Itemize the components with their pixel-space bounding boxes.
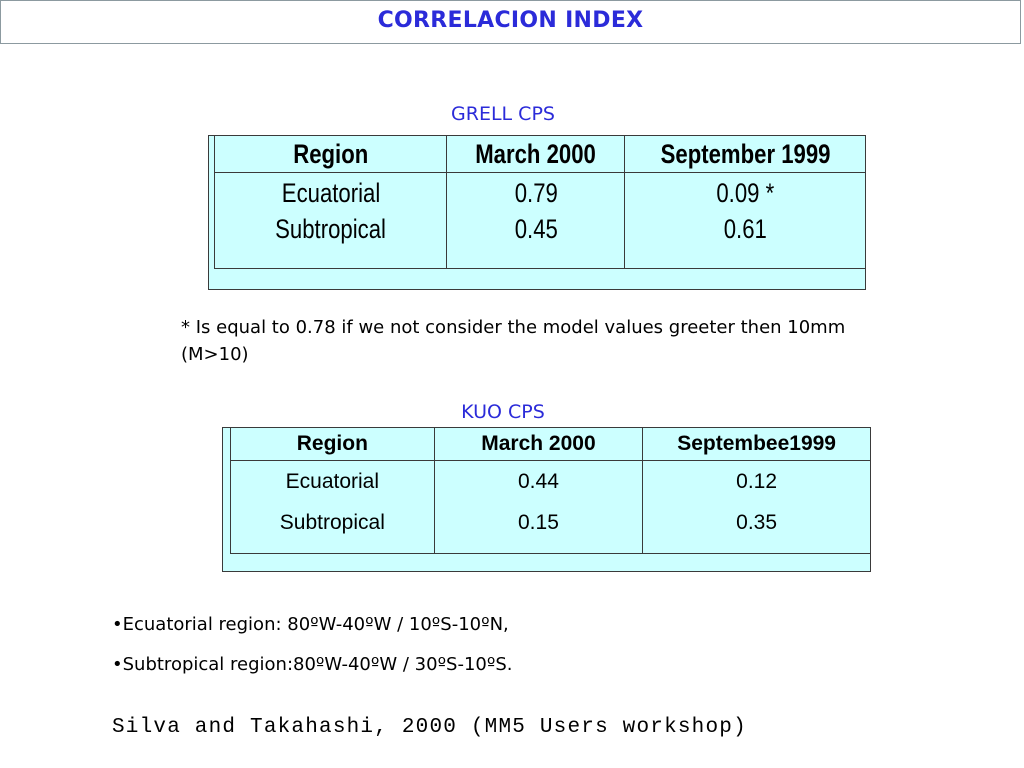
page-title: CORRELACION INDEX — [377, 8, 644, 33]
region-value: Subtropical — [275, 214, 387, 244]
region-cell: Ecuatorial Subtropical — [213, 172, 448, 269]
table-body-row: Ecuatorial Subtropical 0.44 0.15 0.12 0.… — [230, 460, 871, 554]
septembee1999-cell: 0.12 0.35 — [642, 460, 871, 554]
kuo-caption: KUO CPS — [461, 401, 545, 423]
march-2000-cell: 0.79 0.45 — [446, 172, 626, 269]
march-2000-cell: 0.44 0.15 — [433, 460, 644, 554]
correlation-value: 0.44 — [518, 470, 559, 493]
september-1999-cell: 0.09 * 0.61 — [624, 172, 866, 269]
table-header-row: Region March 2000 Septembee1999 — [230, 427, 871, 461]
table-header-row: Region March 2000 September 1999 — [213, 135, 866, 173]
footnote: * Is equal to 0.78 if we not consider th… — [181, 317, 846, 365]
title-bar: CORRELACION INDEX — [0, 0, 1021, 44]
column-header-septembee1999: Septembee1999 — [642, 427, 871, 461]
kuo-table: Region March 2000 Septembee1999 Ecuatori… — [230, 427, 871, 554]
column-header-region: Region — [213, 135, 448, 173]
correlation-value: 0.61 — [723, 214, 767, 244]
column-header-march-2000: March 2000 — [433, 427, 644, 461]
grell-table: Region March 2000 September 1999 Ecuator… — [213, 135, 866, 269]
correlation-value: 0.35 — [736, 511, 778, 534]
column-header-march-2000: March 2000 — [446, 135, 626, 173]
grell-caption: GRELL CPS — [451, 103, 555, 125]
table-body-row: Ecuatorial Subtropical 0.79 0.45 0.09 * … — [213, 172, 866, 269]
column-header-september-1999: September 1999 — [624, 135, 866, 173]
region-value: Subtropical — [279, 511, 385, 534]
correlation-value: 0.15 — [518, 511, 559, 534]
correlation-value: 0.09 * — [716, 178, 775, 208]
bullet-subtropical-region: •Subtropical region:80ºW-40ºW / 30ºS-10º… — [112, 654, 513, 675]
correlation-value: 0.12 — [736, 470, 778, 493]
column-header-region: Region — [230, 427, 435, 461]
correlation-value: 0.79 — [514, 178, 558, 208]
region-value: Ecuatorial — [285, 470, 380, 493]
citation: Silva and Takahashi, 2000 (MM5 Users wor… — [112, 716, 747, 739]
correlation-value: 0.45 — [514, 214, 558, 244]
bullet-ecuatorial-region: •Ecuatorial region: 80ºW-40ºW / 10ºS-10º… — [112, 614, 509, 635]
region-cell: Ecuatorial Subtropical — [230, 460, 435, 554]
region-value: Ecuatorial — [281, 178, 380, 208]
